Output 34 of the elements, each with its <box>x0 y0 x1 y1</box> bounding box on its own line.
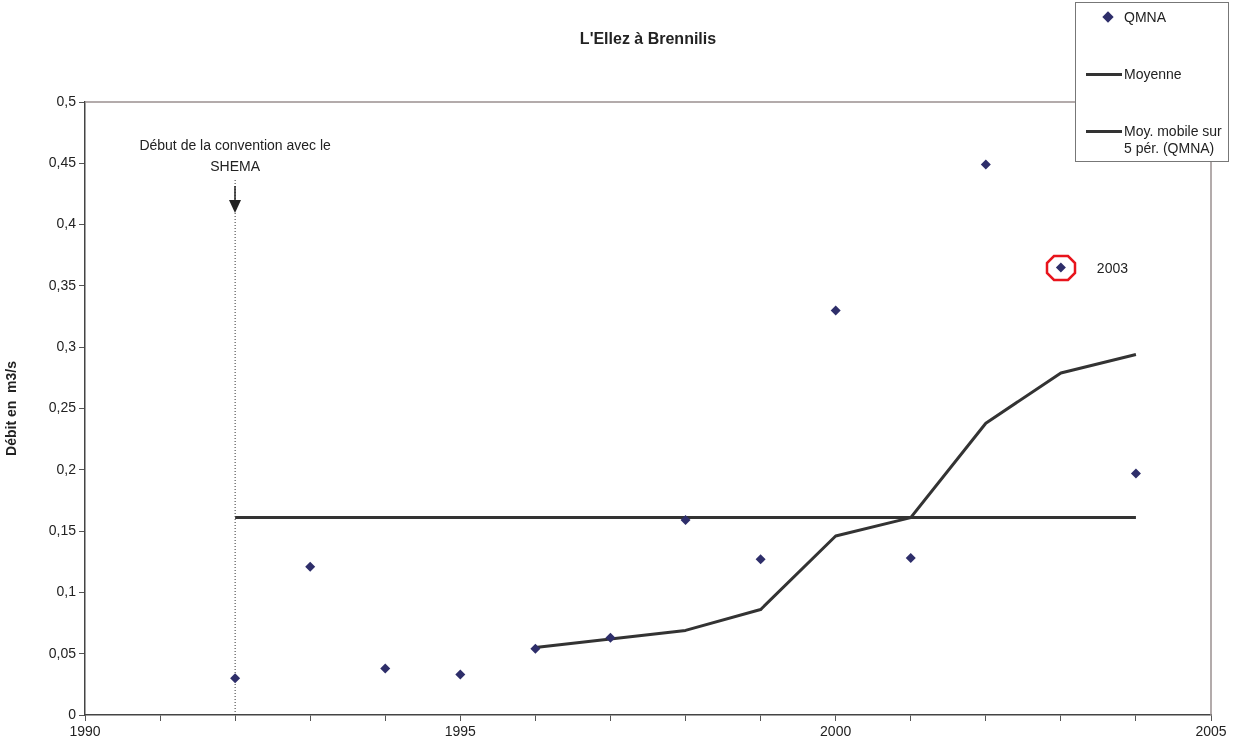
y-tick-label: 0,05 <box>48 644 77 661</box>
chart-title: L'Ellez à Brennilis <box>579 30 717 47</box>
point <box>905 553 916 564</box>
ref-line-label: Début de la convention avec le SHEMA <box>139 137 332 174</box>
y-tick-label: 0,35 <box>48 276 77 293</box>
x-tick-label: 1995 <box>444 723 477 740</box>
point <box>305 561 316 572</box>
point <box>680 515 691 526</box>
x-tick-label: 2005 <box>1195 723 1227 740</box>
point <box>980 159 991 170</box>
point <box>455 669 466 680</box>
y-tick-label: 0 <box>68 705 77 722</box>
y-axis-title: Débit en m3/s <box>3 360 20 456</box>
point <box>380 663 391 674</box>
y-tick-label: 0,25 <box>48 399 77 416</box>
annotation: 2003 <box>1096 259 1129 276</box>
y-tick-label: 0,15 <box>48 521 77 538</box>
y-tick-label: 0,1 <box>56 583 77 600</box>
x-tick-label: 2000 <box>820 723 852 740</box>
legend-label: QMNA <box>1124 9 1167 26</box>
point <box>755 554 766 565</box>
point <box>530 643 541 654</box>
y-tick-label: 0,45 <box>48 154 77 171</box>
point <box>1130 468 1141 479</box>
point <box>830 305 841 316</box>
x-tick-label: 1990 <box>69 723 101 740</box>
y-tick-label: 0,4 <box>56 215 77 232</box>
y-tick-label: 0,2 <box>56 460 77 477</box>
legend-label: Moyenne <box>1124 66 1183 83</box>
legend-label: Moy. mobile sur 5 pér. (QMNA) <box>1124 123 1223 157</box>
y-tick-label: 0,3 <box>56 338 77 355</box>
point <box>230 673 241 684</box>
y-tick-label: 0,5 <box>56 92 77 109</box>
point <box>605 632 616 643</box>
